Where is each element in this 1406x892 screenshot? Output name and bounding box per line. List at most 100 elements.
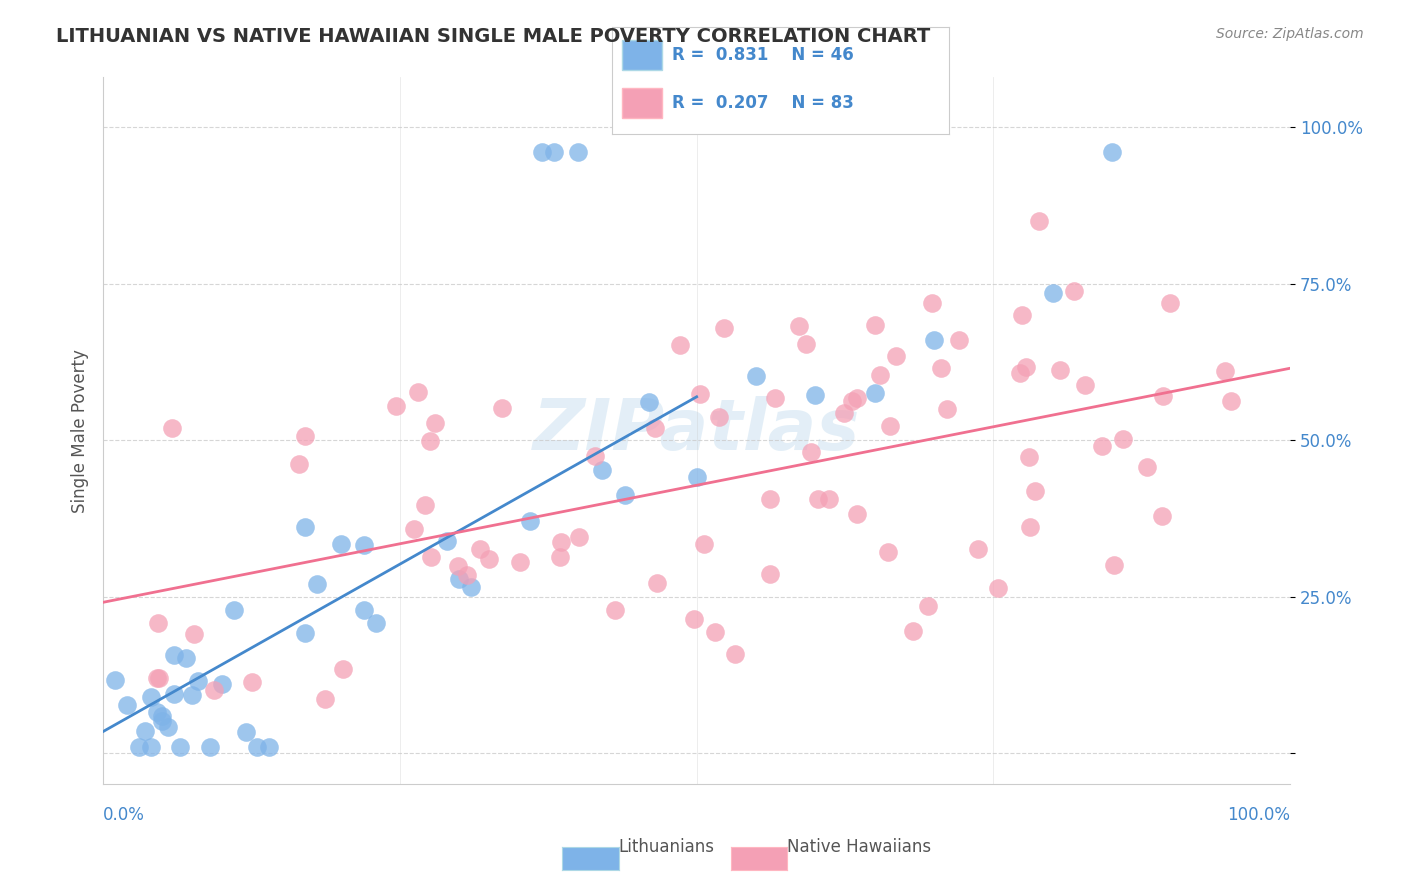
Y-axis label: Single Male Poverty: Single Male Poverty — [72, 349, 89, 513]
Point — [841, 393, 863, 408]
Point — [183, 627, 205, 641]
Point — [152, 709, 174, 723]
Point — [353, 538, 375, 552]
Point — [305, 577, 328, 591]
Text: 100.0%: 100.0% — [1227, 806, 1291, 824]
Point — [567, 145, 589, 160]
Point — [543, 145, 565, 160]
Point — [745, 368, 768, 383]
Point — [139, 690, 162, 704]
Point — [704, 624, 727, 639]
Point — [800, 445, 823, 459]
Point — [404, 522, 426, 536]
Point — [605, 603, 627, 617]
Point — [353, 603, 375, 617]
Point — [921, 296, 943, 310]
Point — [1152, 389, 1174, 403]
Point — [832, 406, 855, 420]
Text: LITHUANIAN VS NATIVE HAWAIIAN SINGLE MALE POVERTY CORRELATION CHART: LITHUANIAN VS NATIVE HAWAIIAN SINGLE MAL… — [56, 27, 931, 45]
Point — [713, 321, 735, 335]
Point — [759, 566, 782, 581]
Point — [1136, 460, 1159, 475]
Point — [763, 391, 786, 405]
Point — [1159, 296, 1181, 310]
Point — [669, 338, 692, 352]
Point — [460, 580, 482, 594]
Point — [423, 416, 446, 430]
Point — [917, 599, 939, 614]
Point — [693, 536, 716, 550]
Point — [1213, 364, 1236, 378]
Point — [148, 671, 170, 685]
Point — [877, 544, 900, 558]
Point — [128, 739, 150, 754]
Point — [1042, 285, 1064, 300]
Point — [550, 535, 572, 549]
Point — [724, 647, 747, 661]
Point — [948, 334, 970, 348]
Point — [614, 488, 637, 502]
Point — [456, 568, 478, 582]
Text: Source: ZipAtlas.com: Source: ZipAtlas.com — [1216, 27, 1364, 41]
Point — [419, 550, 441, 565]
Point — [294, 520, 316, 534]
Point — [419, 434, 441, 448]
Point — [583, 449, 606, 463]
Point — [413, 499, 436, 513]
Point — [987, 581, 1010, 595]
Point — [689, 387, 711, 401]
Point — [157, 720, 180, 734]
Text: Lithuanians: Lithuanians — [619, 838, 714, 856]
Point — [385, 400, 408, 414]
Point — [222, 603, 245, 617]
Point — [1063, 284, 1085, 298]
Point — [169, 739, 191, 754]
Point — [1018, 450, 1040, 465]
Point — [294, 626, 316, 640]
Point — [115, 698, 138, 712]
Point — [531, 145, 554, 160]
Point — [1015, 359, 1038, 374]
Point — [202, 683, 225, 698]
Point — [294, 429, 316, 443]
Point — [1028, 214, 1050, 228]
Text: ZIPatlas: ZIPatlas — [533, 396, 860, 466]
Point — [922, 333, 945, 347]
Point — [1049, 363, 1071, 377]
Point — [146, 672, 169, 686]
Point — [332, 662, 354, 676]
Point — [645, 576, 668, 591]
Point — [329, 537, 352, 551]
Point — [139, 739, 162, 754]
Text: R =  0.831    N = 46: R = 0.831 N = 46 — [672, 45, 853, 63]
Point — [863, 318, 886, 333]
FancyBboxPatch shape — [621, 39, 662, 70]
Point — [478, 551, 501, 566]
Point — [145, 705, 167, 719]
Point — [436, 533, 458, 548]
Point — [211, 676, 233, 690]
FancyBboxPatch shape — [621, 87, 662, 118]
Point — [707, 409, 730, 424]
Point — [187, 673, 209, 688]
Point — [152, 714, 174, 729]
Point — [246, 739, 269, 754]
Point — [644, 421, 666, 435]
Point — [879, 418, 901, 433]
Text: Native Hawaiians: Native Hawaiians — [787, 838, 932, 856]
Point — [804, 388, 827, 402]
Point — [1024, 484, 1046, 499]
Point — [759, 492, 782, 507]
Point — [491, 401, 513, 415]
Point — [134, 724, 156, 739]
Point — [449, 572, 471, 586]
Point — [548, 550, 571, 565]
Point — [314, 692, 336, 706]
Point — [259, 739, 281, 754]
Point — [787, 319, 810, 334]
Text: R =  0.207    N = 83: R = 0.207 N = 83 — [672, 94, 855, 112]
Point — [1090, 439, 1112, 453]
Point — [936, 401, 959, 416]
Point — [406, 385, 429, 400]
Point — [163, 687, 186, 701]
